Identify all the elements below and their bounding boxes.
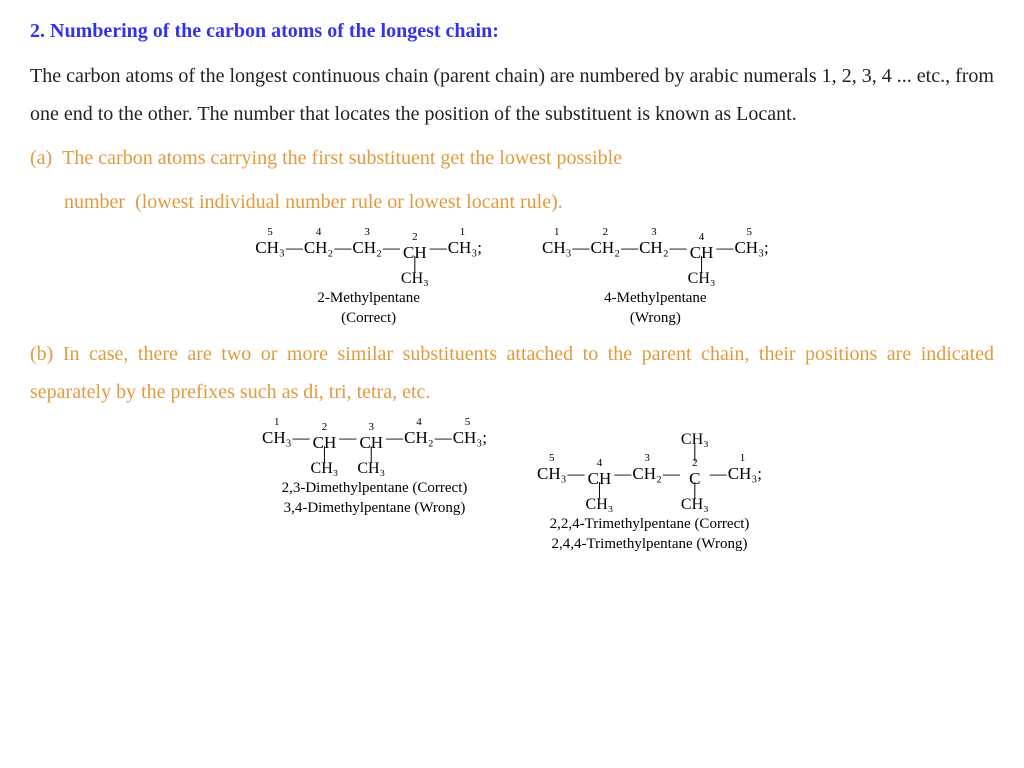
- intro-paragraph: The carbon atoms of the longest continuo…: [30, 57, 994, 133]
- molecule-trimethylpentane: 5CH₃ —4CH│CH₃ —3CH₂ —CH₃│2C│CH₃ —1CH₃ ;2…: [537, 417, 762, 553]
- rule-a-line2: number (lowest individual number rule or…: [30, 183, 994, 221]
- molecule-2-methylpentane: 5CH₃ —4CH₂ —3CH₂ —2CH│CH₃ —1CH₃ ;2-Methy…: [255, 227, 482, 327]
- section-heading: 2. Numbering of the carbon atoms of the …: [30, 20, 994, 43]
- rule-b: (b) In case, there are two or more simil…: [30, 335, 994, 411]
- molecule-4-methylpentane: 1CH₃ —2CH₂ —3CH₂ —4CH│CH₃ —5CH₃ ;4-Methy…: [542, 227, 769, 327]
- chem-example-row-1: 5CH₃ —4CH₂ —3CH₂ —2CH│CH₃ —1CH₃ ;2-Methy…: [30, 227, 994, 327]
- rule-a-line1: (a) The carbon atoms carrying the first …: [30, 139, 994, 177]
- chem-example-row-2: 1CH₃ —2CH│CH₃ —3CH│CH₃ —4CH₂ —5CH₃ ;2,3-…: [30, 417, 994, 553]
- molecule-dimethylpentane: 1CH₃ —2CH│CH₃ —3CH│CH₃ —4CH₂ —5CH₃ ;2,3-…: [262, 417, 487, 553]
